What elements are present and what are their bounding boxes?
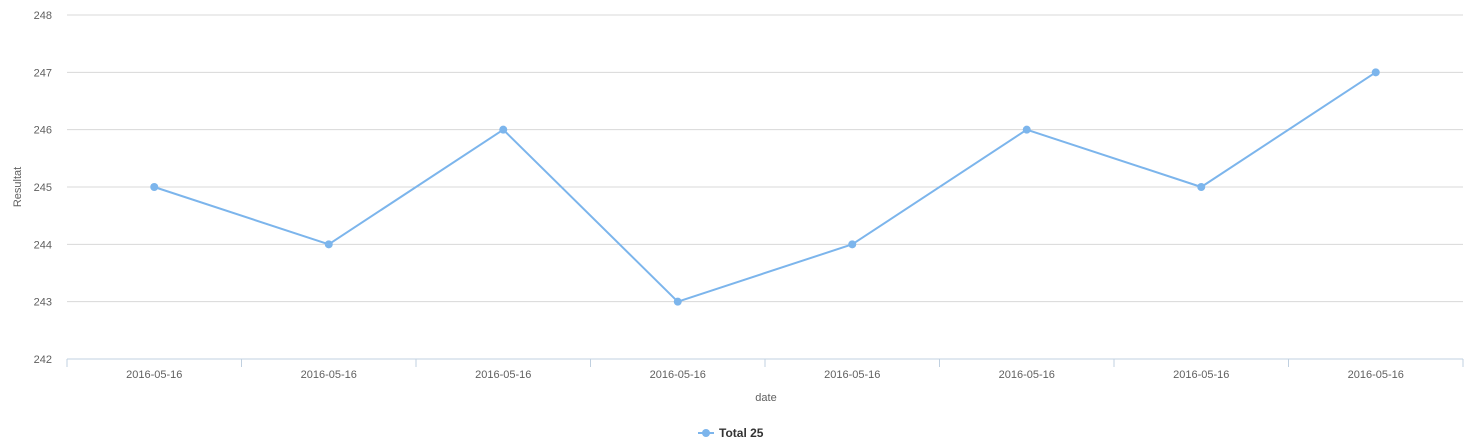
legend-label: Total 25 (719, 426, 764, 440)
y-axis-tick-labels: 242 243 244 245 246 247 248 (34, 10, 52, 366)
x-tick-label: 2016-05-16 (999, 369, 1055, 381)
series-line (153, 71, 1377, 303)
x-tick-label: 2016-05-16 (1348, 369, 1404, 381)
data-point (150, 183, 159, 191)
legend[interactable]: Total 25 (698, 426, 764, 440)
x-axis-title: date (755, 392, 776, 404)
x-tick-label: 2016-05-16 (301, 369, 357, 381)
x-axis: 2016-05-16 2016-05-16 2016-05-16 2016-05-16… (66, 358, 1464, 381)
data-point (1197, 183, 1206, 191)
data-point (848, 240, 857, 249)
data-point (1022, 125, 1031, 134)
y-tick-label: 246 (34, 125, 52, 137)
y-tick-label: 247 (34, 67, 52, 79)
legend-dot-marker (702, 429, 710, 437)
x-tick-label: 2016-05-16 (126, 369, 182, 381)
y-tick-label: 248 (34, 10, 52, 22)
x-tick-label: 2016-05-16 (824, 369, 880, 381)
x-tick-label: 2016-05-16 (475, 369, 531, 381)
data-point (1371, 68, 1380, 77)
x-tick-label: 2016-05-16 (1173, 369, 1229, 381)
x-tick-label: 2016-05-16 (650, 369, 706, 381)
data-point (499, 125, 508, 134)
y-tick-label: 244 (34, 239, 52, 251)
y-tick-label: 245 (34, 182, 52, 194)
y-axis-title: Resultat (12, 167, 24, 207)
grid-lines (67, 14, 1463, 303)
data-point (324, 240, 333, 249)
y-tick-label: 243 (34, 297, 52, 309)
series-layer (150, 68, 1380, 306)
data-point (673, 297, 682, 306)
y-tick-label: 242 (34, 354, 52, 366)
